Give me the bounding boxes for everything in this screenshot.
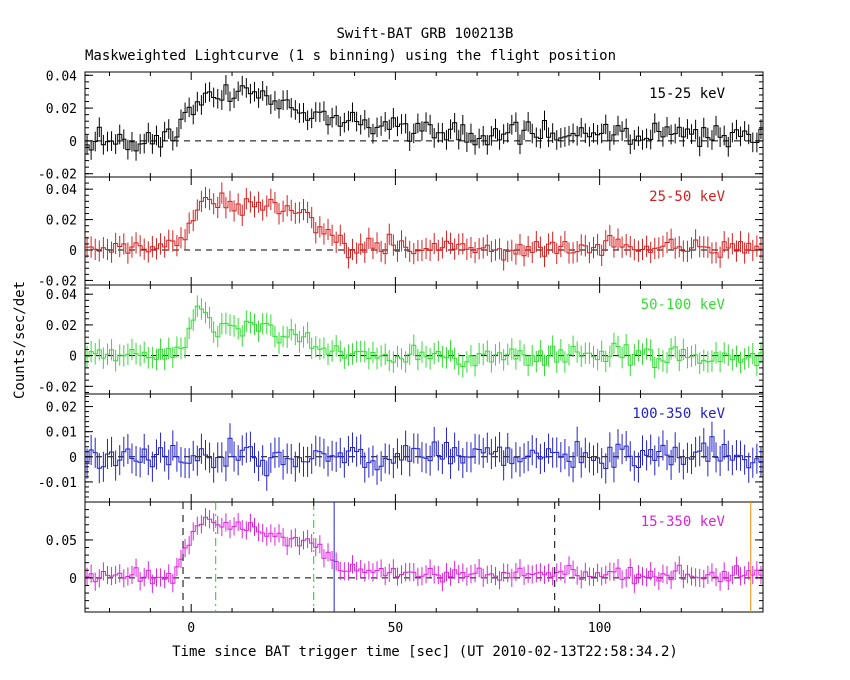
y-tick-label: 0 [69,244,77,259]
panel-15-25-kev: -0.02 0 0.02 0.04 15-25 keV [38,69,764,183]
y-tick-label: 0 [69,451,77,466]
series-line [85,84,763,152]
y-tick-label: 0.02 [46,214,77,229]
series-line [85,305,763,368]
panel-frame [84,501,764,613]
series-line [85,192,763,261]
x-tick-label: 100 [588,621,611,636]
series-line [85,436,763,477]
y-tick-label: 0 [69,135,77,150]
y-tick-label: 0.04 [46,69,77,84]
y-axis-label: Counts/sec/det [12,281,28,399]
y-tick-label: 0.04 [46,183,77,198]
panels-group: -0.02 0 0.02 0.04 15-25 keV -0.02 0 0.02 0.04 25-… [38,69,764,636]
panel-15-350-kev: 0 0.05 15-350 keV [46,501,764,613]
y-tick-label: -0.02 [38,380,77,395]
series-line [85,516,763,585]
figure-title: Swift-BAT GRB 100213B [336,26,513,42]
y-tick-label: 0.02 [46,401,77,416]
y-tick-label: 0.02 [46,319,77,334]
x-tick-label: 50 [388,621,404,636]
band-label: 15-25 keV [649,86,725,102]
y-tick-label: -0.01 [38,476,77,491]
y-tick-label: 0 [69,350,77,365]
y-tick-label: -0.02 [38,168,77,183]
band-label: 15-350 keV [641,514,726,530]
y-tick-label: 0.02 [46,102,77,117]
panel-25-50-kev: -0.02 0 0.02 0.04 25-50 keV [38,176,764,289]
y-tick-label: -0.02 [38,274,77,289]
panel-100-350-kev: -0.01 0 0.01 0.02 100-350 keV [38,393,764,503]
y-tick-label: 0.01 [46,426,77,441]
band-label: 25-50 keV [649,189,725,205]
band-label: 50-100 keV [641,297,726,313]
figure-subtitle: Maskweighted Lightcurve (1 s binning) us… [85,48,616,64]
band-label: 100-350 keV [632,406,725,422]
y-tick-label: 0 [69,572,77,587]
y-tick-label: 0.04 [46,288,77,303]
x-axis-label: Time since BAT trigger time [sec] (UT 20… [172,644,678,660]
x-tick-label: 0 [187,621,195,636]
y-tick-label: 0.05 [46,534,77,549]
